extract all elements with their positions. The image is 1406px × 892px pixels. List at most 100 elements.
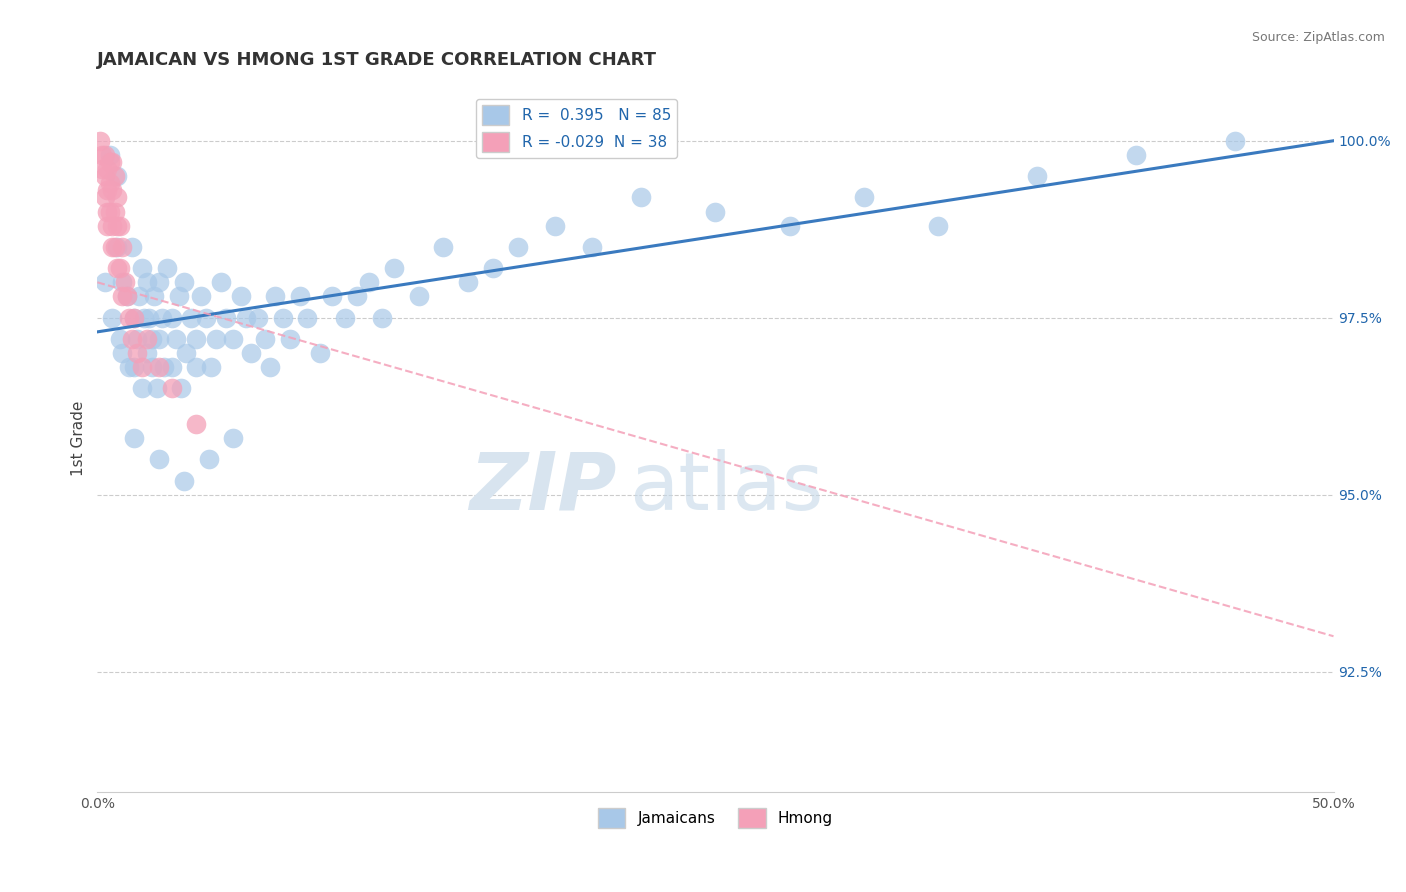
- Point: [121, 332, 143, 346]
- Point: [321, 289, 343, 303]
- Point: [101, 155, 124, 169]
- Point: [105, 219, 128, 233]
- Point: [115, 289, 138, 303]
- Point: [124, 360, 146, 375]
- Point: [121, 240, 143, 254]
- Point: [271, 310, 294, 325]
- Point: [111, 346, 134, 360]
- Point: [89, 134, 111, 148]
- Point: [108, 219, 131, 233]
- Point: [167, 289, 190, 303]
- Point: [506, 240, 529, 254]
- Point: [148, 452, 170, 467]
- Point: [215, 310, 238, 325]
- Point: [166, 332, 188, 346]
- Point: [124, 310, 146, 325]
- Point: [432, 240, 454, 254]
- Point: [104, 204, 127, 219]
- Y-axis label: 1st Grade: 1st Grade: [72, 401, 86, 475]
- Point: [359, 276, 381, 290]
- Point: [186, 332, 208, 346]
- Point: [104, 169, 127, 183]
- Point: [148, 360, 170, 375]
- Point: [186, 360, 208, 375]
- Point: [101, 240, 124, 254]
- Point: [124, 310, 146, 325]
- Point: [1025, 169, 1047, 183]
- Point: [173, 474, 195, 488]
- Point: [150, 310, 173, 325]
- Point: [135, 276, 157, 290]
- Point: [91, 148, 114, 162]
- Point: [205, 332, 228, 346]
- Point: [131, 360, 153, 375]
- Point: [148, 332, 170, 346]
- Point: [222, 332, 245, 346]
- Point: [115, 289, 138, 303]
- Point: [173, 276, 195, 290]
- Point: [155, 261, 177, 276]
- Point: [98, 148, 121, 162]
- Point: [235, 310, 257, 325]
- Point: [370, 310, 392, 325]
- Point: [96, 219, 118, 233]
- Point: [105, 190, 128, 204]
- Point: [141, 360, 163, 375]
- Point: [101, 219, 124, 233]
- Point: [180, 310, 202, 325]
- Point: [94, 190, 117, 204]
- Point: [153, 360, 176, 375]
- Point: [143, 289, 166, 303]
- Point: [91, 162, 114, 177]
- Point: [114, 276, 136, 290]
- Point: [108, 332, 131, 346]
- Point: [105, 240, 128, 254]
- Point: [308, 346, 330, 360]
- Point: [170, 382, 193, 396]
- Point: [138, 310, 160, 325]
- Point: [544, 219, 567, 233]
- Point: [148, 276, 170, 290]
- Point: [96, 162, 118, 177]
- Point: [239, 346, 262, 360]
- Point: [101, 310, 124, 325]
- Point: [98, 204, 121, 219]
- Point: [176, 346, 198, 360]
- Point: [333, 310, 356, 325]
- Text: atlas: atlas: [628, 449, 824, 526]
- Point: [852, 190, 875, 204]
- Point: [704, 204, 727, 219]
- Point: [927, 219, 949, 233]
- Point: [264, 289, 287, 303]
- Point: [200, 360, 222, 375]
- Point: [128, 289, 150, 303]
- Point: [779, 219, 801, 233]
- Point: [105, 169, 128, 183]
- Text: JAMAICAN VS HMONG 1ST GRADE CORRELATION CHART: JAMAICAN VS HMONG 1ST GRADE CORRELATION …: [97, 51, 658, 69]
- Point: [160, 382, 183, 396]
- Point: [135, 332, 157, 346]
- Point: [118, 360, 141, 375]
- Point: [1125, 148, 1147, 162]
- Point: [408, 289, 430, 303]
- Point: [229, 289, 252, 303]
- Point: [108, 261, 131, 276]
- Point: [141, 332, 163, 346]
- Point: [98, 155, 121, 169]
- Legend: Jamaicans, Hmong: Jamaicans, Hmong: [592, 802, 839, 834]
- Point: [94, 148, 117, 162]
- Point: [288, 289, 311, 303]
- Point: [382, 261, 405, 276]
- Point: [125, 332, 148, 346]
- Point: [98, 176, 121, 190]
- Point: [111, 289, 134, 303]
- Point: [96, 183, 118, 197]
- Point: [297, 310, 319, 325]
- Point: [190, 289, 212, 303]
- Point: [104, 240, 127, 254]
- Point: [111, 240, 134, 254]
- Point: [195, 310, 218, 325]
- Point: [254, 332, 277, 346]
- Point: [124, 431, 146, 445]
- Point: [131, 382, 153, 396]
